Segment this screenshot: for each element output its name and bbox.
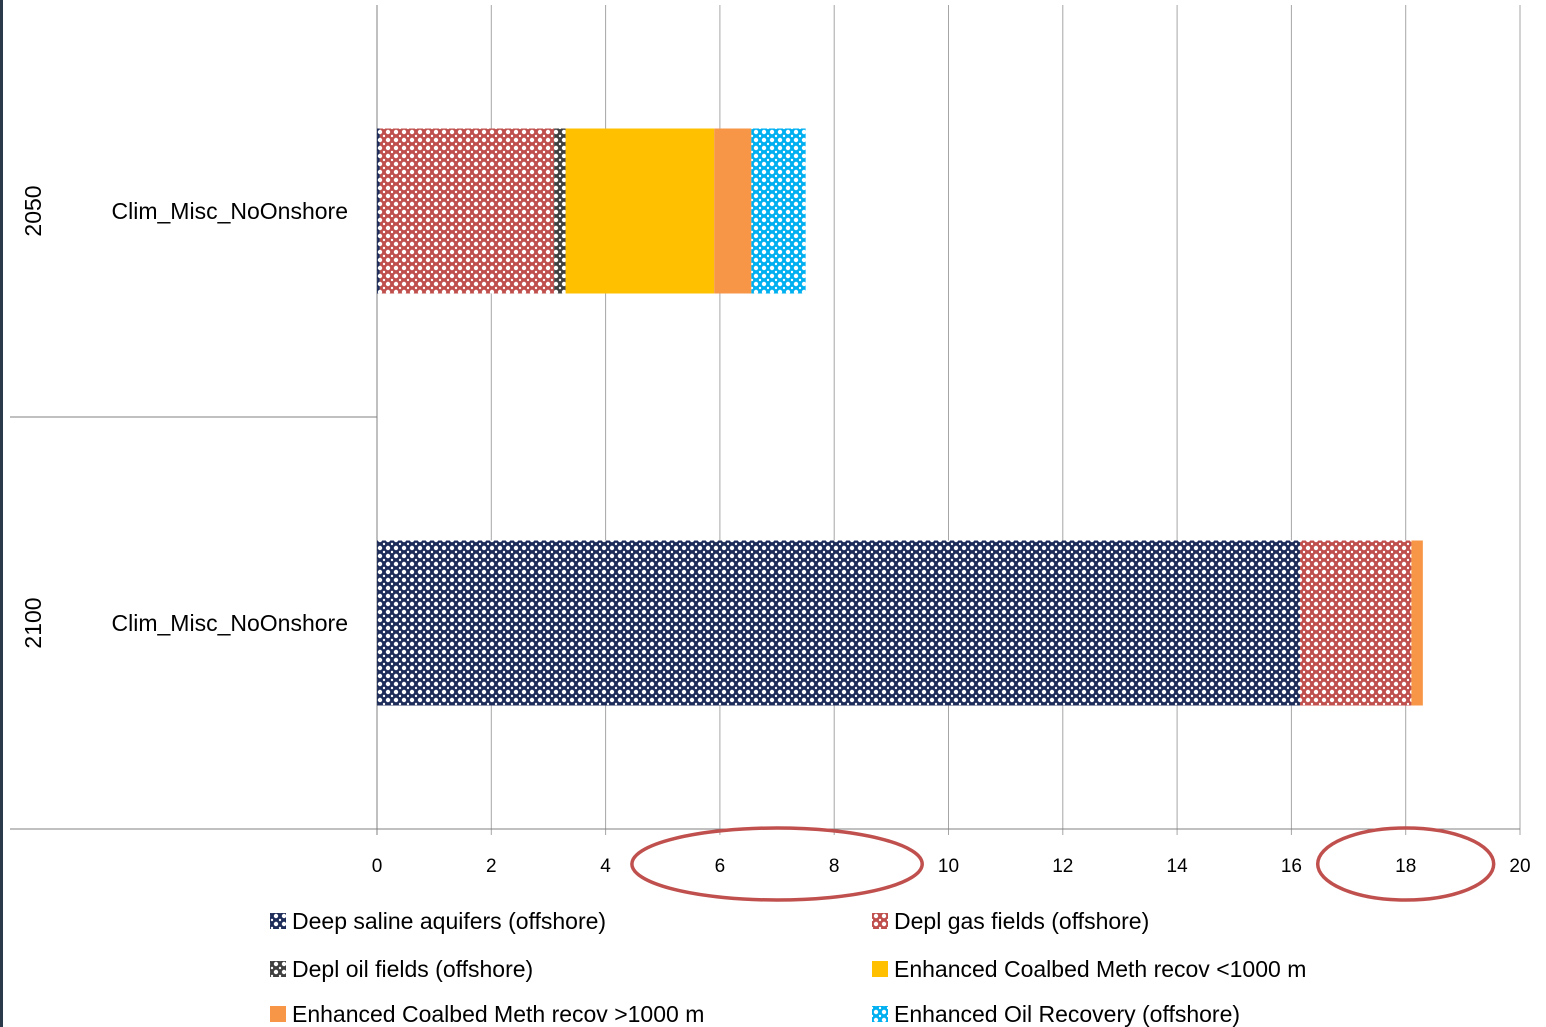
legend-swatch-4 bbox=[270, 1006, 286, 1022]
bars bbox=[377, 128, 1423, 706]
legend-label-1: Depl gas fields (offshore) bbox=[894, 908, 1149, 934]
group-label-2050: 2050 bbox=[20, 185, 46, 236]
bar-segment-2050-2 bbox=[554, 128, 566, 294]
category-label: Clim_Misc_NoOnshore bbox=[112, 610, 348, 636]
legend-label-4: Enhanced Coalbed Meth recov >1000 m bbox=[292, 1001, 704, 1027]
x-axis: 0 2 4 6 8 10 12 14 16 18 20 bbox=[372, 856, 1531, 877]
bar-segment-2100-0 bbox=[377, 540, 1300, 706]
x-tick-label-16: 16 bbox=[1281, 856, 1302, 877]
legend-swatch-0 bbox=[270, 913, 286, 929]
highlight-ellipse-0 bbox=[630, 826, 924, 902]
x-tick-label-10: 10 bbox=[938, 856, 959, 877]
bar-segment-2050-5 bbox=[751, 128, 806, 294]
highlight-ellipse-1 bbox=[1315, 826, 1496, 902]
x-tick-label-8: 8 bbox=[829, 856, 840, 877]
legend-label-2: Depl oil fields (offshore) bbox=[292, 956, 533, 982]
bar-segment-2050-3 bbox=[565, 128, 715, 294]
group-label-2100: 2100 bbox=[20, 597, 46, 648]
legend-swatch-5 bbox=[872, 1006, 888, 1022]
x-tick-label-4: 4 bbox=[600, 856, 611, 877]
bar-segment-2100-1 bbox=[1299, 540, 1412, 706]
legend-swatch-2 bbox=[270, 961, 286, 977]
bar-segment-2050-4 bbox=[714, 128, 752, 294]
legend-label-5: Enhanced Oil Recovery (offshore) bbox=[894, 1001, 1240, 1027]
x-tick-label-14: 14 bbox=[1167, 856, 1189, 877]
category-label: Clim_Misc_NoOnshore bbox=[112, 198, 348, 224]
category-axis: 2050 Clim_Misc_NoOnshore 2100 Clim_Misc_NoO… bbox=[10, 185, 1520, 830]
legend-label-0: Deep saline aquifers (offshore) bbox=[292, 908, 606, 934]
legend-swatch-3 bbox=[872, 961, 888, 977]
legend-label-3: Enhanced Coalbed Meth recov <1000 m bbox=[894, 956, 1306, 982]
legend-swatch-1 bbox=[872, 913, 888, 929]
x-tick-label-2: 2 bbox=[486, 856, 497, 877]
x-tick-label-6: 6 bbox=[715, 856, 726, 877]
bar-segment-2050-1 bbox=[379, 128, 555, 294]
bar-segment-2050-0 bbox=[377, 128, 380, 294]
legend: Deep saline aquifers (offshore) Depl gas … bbox=[270, 908, 1306, 1027]
annotations bbox=[630, 826, 1496, 902]
x-tick-label-20: 20 bbox=[1509, 856, 1530, 877]
bar-segment-2100-4 bbox=[1411, 540, 1423, 706]
left-edge-strip bbox=[0, 0, 3, 1027]
x-tick-label-18: 18 bbox=[1395, 856, 1416, 877]
x-tick-label-12: 12 bbox=[1052, 856, 1073, 877]
x-tick-label-0: 0 bbox=[372, 856, 383, 877]
